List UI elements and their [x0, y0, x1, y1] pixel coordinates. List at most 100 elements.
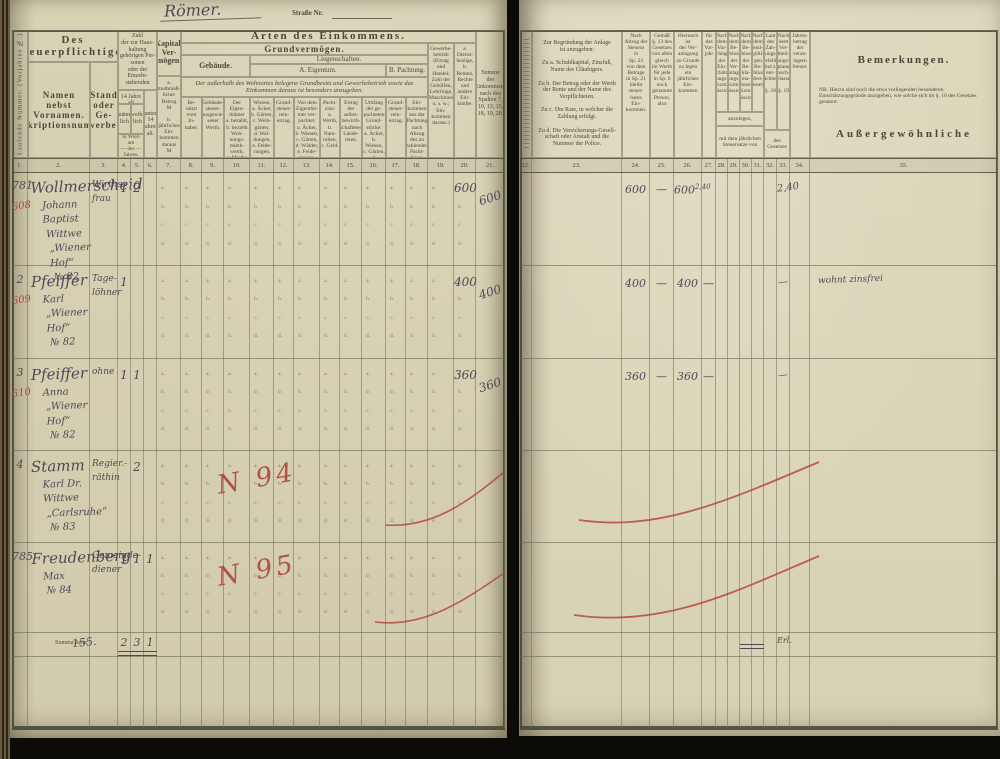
summary-row: Summa Seite 2 3 1 155.: [12, 632, 505, 657]
abc-markers: a. b. c. d.: [183, 272, 191, 346]
des-gesetzes-band: des Gesetzes: [764, 130, 790, 158]
abc-markers: a. b. c. d.: [252, 179, 260, 254]
table-cell: [520, 542, 532, 632]
marker-letter: c.: [206, 500, 210, 506]
income-value: 360: [454, 368, 477, 382]
table-cell: 1: [118, 171, 131, 265]
name-line: „Carlsruhe“: [46, 506, 108, 520]
table-cell: [702, 450, 716, 542]
assessed-income: 360: [625, 370, 646, 383]
marker-letter: c.: [228, 408, 232, 414]
table-cell: [790, 265, 810, 358]
steuersatz-band: mit dem jährlichen Steuersatze von: [716, 126, 764, 158]
marker-letter: d.: [185, 334, 189, 340]
abc-markers: a. b. c. d.: [456, 272, 464, 346]
marker-letter: c.: [278, 408, 282, 414]
marker-letter: d.: [228, 427, 232, 433]
table-cell: a. b. c. d.: [320, 542, 340, 632]
name-line: Stamm: [30, 456, 85, 476]
col-30-header: Nach dem Be- schlusse der Re- kla- ma- t…: [740, 30, 752, 112]
col-10-header: Der Eigen- thümer a. bezahlt, b. bezieht…: [224, 97, 250, 158]
table-cell: [90, 656, 118, 728]
table-cell: a. b. c. d.: [157, 542, 181, 632]
table-cell: a. b. c. d.: [406, 265, 428, 358]
marker-letter: a.: [161, 371, 165, 377]
abc-markers: a. b. c. d.: [456, 549, 464, 621]
marker-letter: a.: [366, 371, 370, 377]
entry-row: 2 609 Pfeiffer Karl „Wiener Hof“ № 82 Tage- lö…: [11, 265, 505, 359]
marker-letter: c.: [344, 408, 348, 414]
marker-letter: b.: [366, 204, 370, 210]
table-cell: [622, 632, 650, 656]
abc-markers: a. b. c. d.: [159, 365, 167, 439]
table-cell: [476, 656, 505, 728]
table-cell: a. b. c. d.: [274, 450, 294, 542]
table-cell: [764, 265, 777, 358]
name-line: № 84: [46, 584, 73, 597]
marker-letter: d.: [161, 427, 165, 433]
marker-letter: b.: [344, 573, 348, 579]
table-cell: [520, 171, 532, 265]
marker-letter: d.: [185, 609, 189, 615]
marker-letter: c.: [161, 408, 165, 414]
table-cell: [728, 632, 740, 656]
marker-letter: a.: [228, 555, 232, 561]
table-cell: [764, 450, 777, 542]
table-cell: [702, 632, 716, 656]
marker-letter: b.: [298, 390, 302, 396]
marker-letter: a.: [206, 278, 210, 284]
table-cell: a. b. c. d.: [250, 171, 274, 265]
summary-count: 1: [146, 636, 154, 649]
abc-markers: a. b. c. d.: [159, 272, 167, 346]
table-cell: [181, 632, 202, 656]
marker-letter: c.: [298, 500, 302, 506]
table-cell: [622, 450, 650, 542]
table-cell: [752, 358, 764, 450]
marker-letter: c.: [390, 500, 394, 506]
marker-letter: b.: [458, 482, 462, 488]
assessed-income: 600: [625, 183, 646, 196]
marker-letter: b.: [298, 297, 302, 303]
entry-red-number: 610: [11, 386, 32, 401]
marker-letter: c.: [161, 223, 165, 229]
marker-letter: d.: [366, 242, 370, 248]
table-cell: [716, 632, 728, 656]
marker-letter: d.: [410, 519, 414, 525]
table-cell: a. b. c. d.: [362, 542, 386, 632]
table-cell: [716, 450, 728, 542]
table-cell: a. b. c. d.: [274, 542, 294, 632]
abc-markers: a. b. c. d.: [364, 365, 372, 439]
person-count: 1: [120, 368, 128, 382]
table-cell: [520, 656, 532, 728]
tax-rate-sup: 2,40: [695, 183, 711, 191]
marker-letter: b.: [324, 297, 328, 303]
group-liegenschaften: Liegenschaften.: [250, 55, 428, 64]
marker-letter: b.: [206, 390, 210, 396]
table-cell: [810, 656, 998, 728]
abc-markers: a. b. c. d.: [342, 272, 350, 346]
column-number: 2.: [28, 159, 90, 172]
marker-letter: c.: [185, 315, 189, 321]
marker-letter: d.: [185, 242, 189, 248]
marker-letter: c.: [458, 315, 462, 321]
table-cell: [716, 171, 728, 265]
table-cell: 360: [674, 358, 702, 450]
entry-row: 3 610 Pfeiffer Anna „Wiener Hof“ № 82 ohne 1 1 a.…: [11, 358, 505, 451]
marker-letter: a.: [410, 278, 414, 284]
table-cell: [622, 656, 650, 728]
table-cell: a. b. c. d.: [386, 358, 406, 450]
col-kapital-sub: a. muthmaß- licher Betrag M b. jährliche…: [157, 76, 181, 158]
column-number: 11.: [250, 159, 274, 172]
marker-letter: b.: [390, 390, 394, 396]
table-cell: 1: [131, 542, 144, 632]
table-cell: [224, 632, 250, 656]
col-14-header: Pacht- zins: a. Werth, b. Natu- ralien, …: [320, 97, 340, 158]
abc-markers: a. b. c. d.: [430, 179, 438, 254]
table-cell: a. b. c. d.: [428, 358, 454, 450]
table-cell: a. b. c. d.: [157, 171, 181, 265]
name-line: № 82: [49, 336, 76, 349]
marker-letter: b.: [344, 204, 348, 210]
marker-letter: d.: [254, 609, 258, 615]
marker-letter: d.: [324, 427, 328, 433]
column-number: 20.: [454, 159, 476, 172]
